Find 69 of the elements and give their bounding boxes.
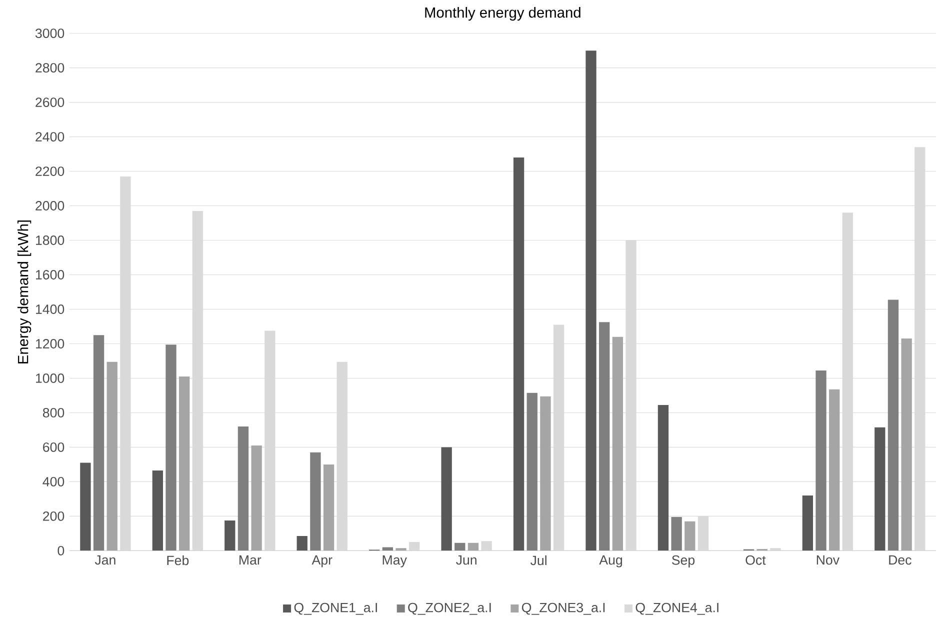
bar (829, 389, 840, 551)
y-tick-label: 2200 (36, 166, 64, 176)
y-tick-label: 3000 (35, 28, 64, 38)
x-tick-label: Aug (599, 555, 622, 568)
bar (684, 521, 696, 551)
bar (409, 542, 420, 551)
bar (671, 517, 682, 551)
bar (296, 536, 308, 551)
chart-title: Monthly energy demand (425, 6, 580, 21)
y-tick-label: 1800 (36, 236, 64, 245)
bar (80, 462, 91, 551)
y-tick-label: 2000 (36, 201, 64, 210)
bar (179, 376, 190, 551)
legend-label: Q_ZONE2_a.I (408, 602, 491, 615)
bar (816, 370, 826, 551)
bar (770, 548, 781, 551)
x-tick-label: Dec (889, 555, 912, 565)
y-tick-label: 2600 (36, 98, 64, 108)
y-tick-label: 200 (43, 511, 64, 521)
legend-label: Q_ZONE1_a.I (294, 602, 377, 615)
bar (874, 427, 886, 551)
y-axis-title: Energy demand [kWh] (17, 220, 32, 364)
x-tick-label: Sep (672, 555, 695, 568)
bar (396, 548, 406, 551)
bar (152, 470, 163, 551)
legend-label: Q_ZONE3_a.I (522, 602, 605, 615)
bar (526, 392, 538, 551)
y-tick-label: 0 (58, 546, 64, 556)
bar (106, 362, 118, 551)
x-tick-label: Jan (94, 555, 116, 565)
y-tick-label: 600 (43, 442, 64, 452)
bar (251, 445, 262, 551)
x-tick-label: Oct (746, 555, 766, 565)
legend-label: Q_ZONE4_a.I (636, 602, 718, 615)
bar (310, 452, 321, 551)
y-tick-label: 400 (42, 476, 64, 486)
x-tick-label: Jun (456, 555, 476, 565)
bar (658, 404, 669, 551)
bar (238, 426, 249, 551)
y-tick-label: 1400 (36, 304, 64, 314)
bar (382, 547, 394, 551)
bar (586, 50, 596, 551)
bar (224, 520, 236, 551)
bar (612, 336, 624, 551)
bar (599, 322, 610, 551)
bar (481, 541, 492, 551)
bar (802, 495, 814, 551)
bar (323, 464, 334, 551)
bar (468, 542, 479, 551)
y-tick-label: 2800 (36, 63, 64, 73)
y-tick-label: 1600 (36, 270, 64, 280)
y-tick-label: 1000 (36, 374, 64, 383)
bar (901, 338, 912, 551)
bar (441, 447, 452, 551)
bar (540, 396, 551, 551)
x-tick-label: Nov (816, 555, 840, 565)
x-tick-label: Jul (530, 555, 546, 566)
bar (166, 344, 176, 551)
bar (454, 542, 466, 551)
bar (93, 335, 104, 551)
y-tick-label: 1200 (36, 339, 64, 348)
y-tick-label: 800 (42, 408, 64, 418)
bar (513, 157, 524, 551)
x-tick-label: Apr (312, 555, 332, 568)
y-tick-label: 2400 (36, 132, 64, 142)
x-tick-label: Mar (240, 555, 262, 565)
x-tick-label: May (382, 555, 407, 568)
x-tick-label: Feb (167, 555, 189, 566)
bar (888, 300, 899, 551)
